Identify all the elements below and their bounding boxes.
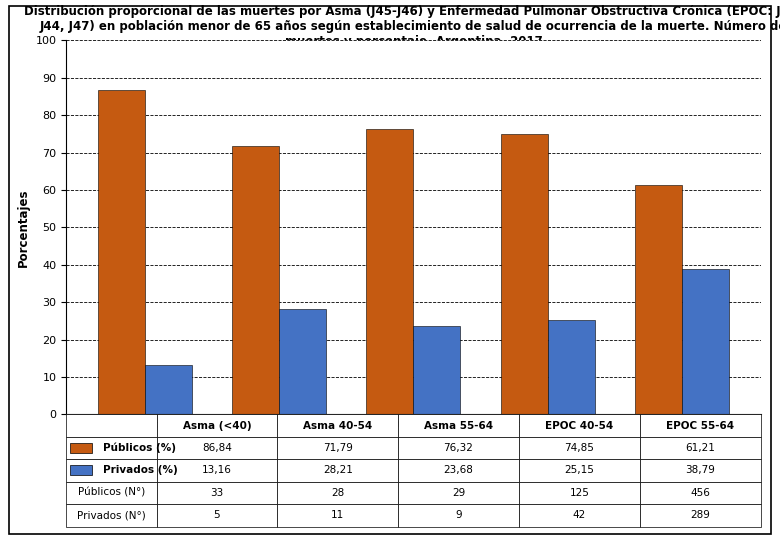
- Bar: [69, 465, 91, 475]
- Text: Privados (%): Privados (%): [104, 465, 178, 475]
- Text: Privados (N°): Privados (N°): [77, 510, 146, 520]
- Bar: [501, 134, 548, 414]
- Bar: [66, 482, 157, 504]
- Text: Públicos (N°): Públicos (N°): [78, 488, 145, 498]
- Bar: [66, 459, 157, 482]
- Text: Públicos (%): Públicos (%): [104, 443, 176, 453]
- Bar: [548, 320, 594, 414]
- Bar: [69, 443, 91, 453]
- Bar: [635, 185, 682, 414]
- Bar: [682, 269, 729, 414]
- Bar: [66, 504, 157, 526]
- Bar: [66, 437, 157, 459]
- Bar: [145, 365, 192, 414]
- Bar: [98, 90, 145, 414]
- Y-axis label: Porcentajes: Porcentajes: [17, 188, 30, 267]
- Text: Distribución proporcional de las muertes por Asma (J45-J46) y Enfermedad Pulmona: Distribución proporcional de las muertes…: [24, 5, 780, 49]
- Bar: [413, 326, 460, 414]
- Bar: [367, 129, 413, 414]
- Bar: [66, 414, 157, 437]
- Bar: [279, 309, 326, 414]
- Bar: [232, 146, 279, 414]
